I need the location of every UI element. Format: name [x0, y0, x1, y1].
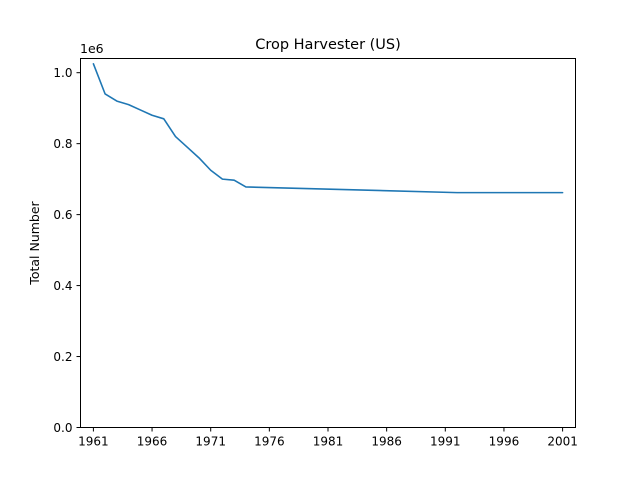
x-tick-label: 1966 — [137, 435, 168, 449]
plot-frame — [80, 58, 576, 428]
series-line-0 — [92, 63, 564, 194]
x-tick-label: 1976 — [254, 435, 285, 449]
x-tick-label: 1961 — [78, 435, 109, 449]
y-axis-ticks: 0.0 0.2 0.4 0.6 0.8 1.0 — [53, 66, 81, 435]
y-tick-label: 1.0 — [53, 66, 72, 80]
y-tick-label: 0.2 — [53, 350, 72, 364]
y-axis-offset-label: 1e6 — [80, 41, 104, 56]
y-axis-label: Total Number — [27, 200, 42, 285]
chart-title: Crop Harvester (US) — [255, 37, 401, 53]
x-tick-label: 2001 — [547, 435, 578, 449]
y-tick-label: 0.4 — [53, 279, 72, 293]
x-axis-ticks: 1961 1966 1971 1976 1981 1986 1991 1996 2001 — [78, 427, 578, 449]
y-tick-label: 0.6 — [53, 208, 72, 222]
y-tick-label: 0.0 — [53, 421, 72, 435]
series-layer — [92, 63, 564, 194]
y-tick-label: 0.8 — [53, 137, 72, 151]
x-tick-label: 1996 — [489, 435, 520, 449]
x-tick-label: 1981 — [313, 435, 344, 449]
x-tick-label: 1991 — [430, 435, 461, 449]
x-tick-label: 1971 — [195, 435, 226, 449]
x-tick-label: 1986 — [371, 435, 402, 449]
